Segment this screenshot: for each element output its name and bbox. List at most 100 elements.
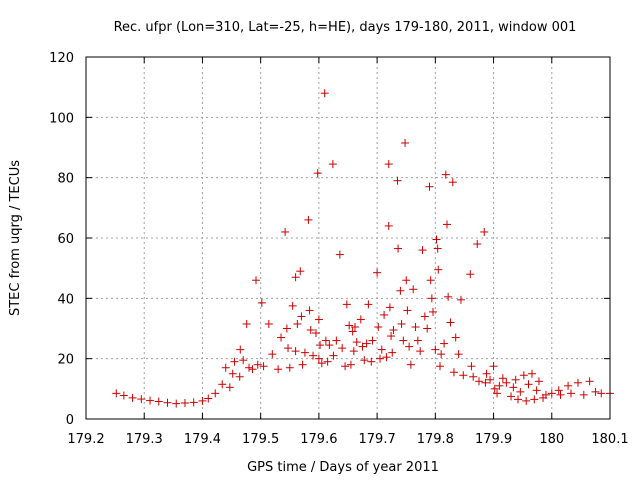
data-point bbox=[352, 338, 361, 347]
data-point bbox=[368, 336, 377, 345]
data-point bbox=[498, 374, 507, 383]
data-point bbox=[440, 339, 449, 348]
data-point bbox=[309, 351, 318, 360]
data-point bbox=[591, 387, 600, 396]
data-point bbox=[456, 295, 465, 304]
data-point bbox=[364, 300, 373, 309]
data-point bbox=[288, 301, 297, 310]
data-point bbox=[242, 319, 251, 328]
data-point bbox=[248, 365, 257, 374]
data-point bbox=[442, 220, 451, 229]
data-point bbox=[507, 392, 516, 401]
data-point bbox=[346, 360, 355, 369]
data-point bbox=[466, 270, 475, 279]
data-point bbox=[285, 363, 294, 372]
data-point bbox=[304, 215, 313, 224]
data-point bbox=[284, 344, 293, 353]
data-point bbox=[429, 307, 438, 316]
y-tick-label: 100 bbox=[49, 111, 74, 126]
data-point bbox=[321, 336, 330, 345]
data-point bbox=[527, 369, 536, 378]
data-point bbox=[189, 398, 198, 407]
data-point bbox=[172, 399, 181, 408]
data-point bbox=[394, 244, 403, 253]
data-point bbox=[332, 336, 341, 345]
data-point bbox=[342, 300, 351, 309]
data-point bbox=[198, 396, 207, 405]
data-point bbox=[406, 360, 415, 369]
data-point bbox=[329, 351, 338, 360]
data-point bbox=[345, 321, 354, 330]
data-point bbox=[403, 306, 412, 315]
data-point bbox=[432, 235, 441, 244]
data-point bbox=[358, 342, 367, 351]
data-point bbox=[291, 347, 300, 356]
data-point bbox=[435, 362, 444, 371]
data-point bbox=[467, 362, 476, 371]
data-point bbox=[489, 362, 498, 371]
data-point bbox=[448, 178, 457, 187]
data-point bbox=[293, 319, 302, 328]
data-point bbox=[320, 89, 329, 98]
grid-lines bbox=[86, 57, 610, 419]
data-point bbox=[556, 390, 565, 399]
data-point bbox=[268, 350, 277, 359]
data-point bbox=[519, 371, 528, 380]
data-point bbox=[402, 276, 411, 285]
data-point bbox=[300, 348, 309, 357]
data-point bbox=[298, 360, 307, 369]
y-tick-label: 0 bbox=[66, 413, 74, 428]
data-point bbox=[163, 398, 172, 407]
data-point bbox=[495, 381, 504, 390]
data-point bbox=[522, 396, 531, 405]
data-point bbox=[323, 357, 332, 366]
data-point bbox=[385, 303, 394, 312]
x-tick-label: 180.1 bbox=[591, 432, 628, 447]
data-point bbox=[554, 386, 563, 395]
data-point bbox=[377, 345, 386, 354]
data-point bbox=[313, 169, 322, 178]
data-point bbox=[384, 160, 393, 169]
data-point bbox=[296, 267, 305, 276]
data-point bbox=[380, 310, 389, 319]
data-point bbox=[362, 339, 371, 348]
data-point bbox=[305, 306, 314, 315]
data-point bbox=[547, 389, 556, 398]
x-tick-label: 179.9 bbox=[475, 432, 512, 447]
data-point bbox=[259, 362, 268, 371]
data-point bbox=[454, 350, 463, 359]
y-tick-label: 40 bbox=[57, 292, 74, 307]
plot-frame bbox=[85, 56, 611, 420]
data-point bbox=[475, 377, 483, 386]
data-point bbox=[405, 342, 414, 351]
data-point bbox=[427, 294, 436, 303]
data-point bbox=[239, 356, 248, 365]
data-point bbox=[350, 322, 359, 331]
x-tick-label: 179.7 bbox=[359, 432, 396, 447]
data-point bbox=[225, 383, 234, 392]
data-point bbox=[137, 395, 146, 404]
data-point bbox=[413, 336, 422, 345]
data-point bbox=[573, 378, 582, 387]
data-point bbox=[425, 182, 434, 191]
data-point bbox=[459, 371, 468, 380]
data-point bbox=[441, 170, 450, 179]
data-point bbox=[541, 390, 550, 399]
data-point bbox=[281, 227, 290, 236]
data-point bbox=[382, 353, 391, 362]
data-point bbox=[373, 268, 382, 277]
data-point bbox=[311, 329, 320, 338]
axis-ticks: 179.2 179.3 179.4 179.5 179.6 179.7 179.8 179.9… bbox=[49, 51, 628, 447]
data-point bbox=[493, 389, 502, 398]
data-point bbox=[585, 377, 594, 386]
data-point bbox=[356, 315, 365, 324]
data-point bbox=[221, 363, 230, 372]
data-point bbox=[401, 138, 410, 147]
data-point bbox=[490, 384, 499, 393]
data-point bbox=[235, 372, 244, 381]
data-point bbox=[486, 375, 495, 384]
data-point bbox=[387, 332, 396, 341]
y-tick-label: 120 bbox=[49, 51, 74, 66]
data-point bbox=[469, 372, 478, 381]
